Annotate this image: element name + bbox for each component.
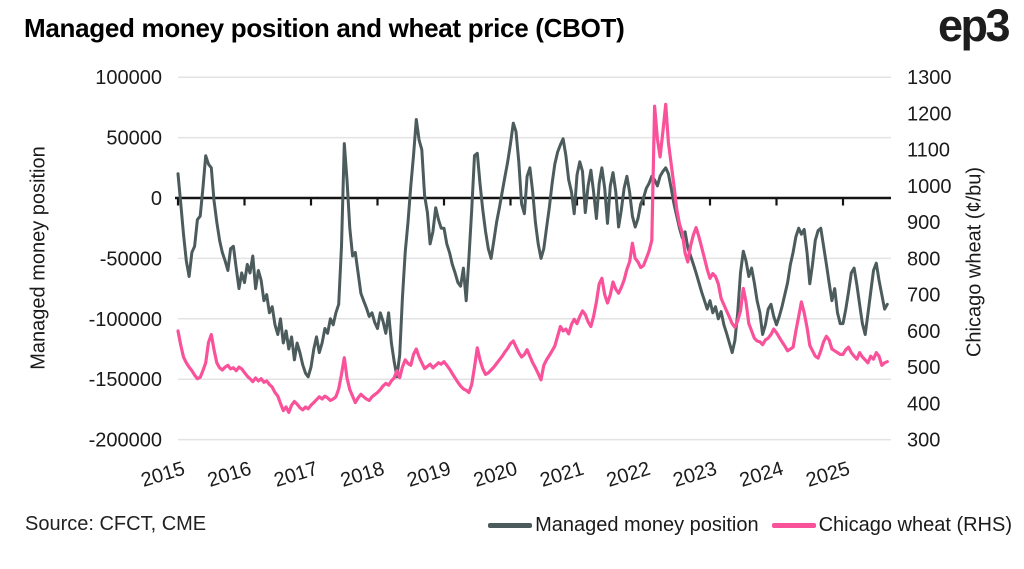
x-axis-tick-label: 2022 xyxy=(604,458,653,492)
right-axis-tick-label: 800 xyxy=(907,248,940,270)
series-line-managed-money xyxy=(176,118,889,379)
left-axis-tick-label: -150000 xyxy=(89,369,162,391)
legend: Managed money position Chicago wheat (RH… xyxy=(488,514,1012,537)
right-axis-tick-label: 900 xyxy=(907,212,940,234)
left-axis-tick-label: 0 xyxy=(151,188,162,210)
x-axis-tick-label: 2021 xyxy=(537,458,586,492)
legend-label-chicago-wheat: Chicago wheat (RHS) xyxy=(818,514,1012,536)
right-axis-tick-label: 300 xyxy=(907,430,940,452)
legend-line-swatch-managed-money xyxy=(488,523,533,528)
right-axis-tick-label: 500 xyxy=(907,357,940,379)
left-axis-tick-label: -100000 xyxy=(89,309,162,331)
x-axis-tick-label: 2023 xyxy=(670,458,719,492)
x-axis-tick-label: 2025 xyxy=(803,458,852,492)
source-note: Source: CFCT, CME xyxy=(25,513,207,535)
chart-title: Managed money position and wheat price (… xyxy=(24,13,625,43)
x-axis-tick-label: 2016 xyxy=(205,458,254,492)
right-axis-tick-label: 600 xyxy=(907,321,940,343)
right-axis-tick-label: 1000 xyxy=(907,176,952,198)
x-axis-tick-label: 2019 xyxy=(404,458,453,492)
legend-label-managed-money: Managed money position xyxy=(535,514,759,536)
x-axis-tick-label: 2015 xyxy=(138,458,187,492)
x-axis-tick-label: 2024 xyxy=(737,458,786,492)
right-axis-tick-label: 1200 xyxy=(907,103,952,125)
right-axis-tick-label: 1300 xyxy=(907,67,952,89)
legend-item-managed-money: Managed money position xyxy=(488,514,759,537)
left-axis-tick-label: -50000 xyxy=(100,248,162,270)
x-axis-tick-label: 2017 xyxy=(271,458,320,492)
right-axis-tick-label: 400 xyxy=(907,393,940,415)
x-axis-tick-label: 2018 xyxy=(338,458,387,492)
legend-item-chicago-wheat: Chicago wheat (RHS) xyxy=(771,514,1012,537)
x-axis-tick-label: 2020 xyxy=(471,458,520,492)
legend-line-swatch-chicago-wheat xyxy=(771,523,816,528)
left-axis-tick-label: 100000 xyxy=(95,67,162,89)
right-axis-tick-label: 1100 xyxy=(907,140,950,162)
ep3-logo: ep3 xyxy=(937,0,1011,51)
left-axis-tick-label: -200000 xyxy=(89,430,162,452)
series-line-chicago-wheat xyxy=(176,102,889,414)
left-axis-tick-label: 50000 xyxy=(106,128,162,150)
right-axis-tick-label: 700 xyxy=(907,285,940,307)
